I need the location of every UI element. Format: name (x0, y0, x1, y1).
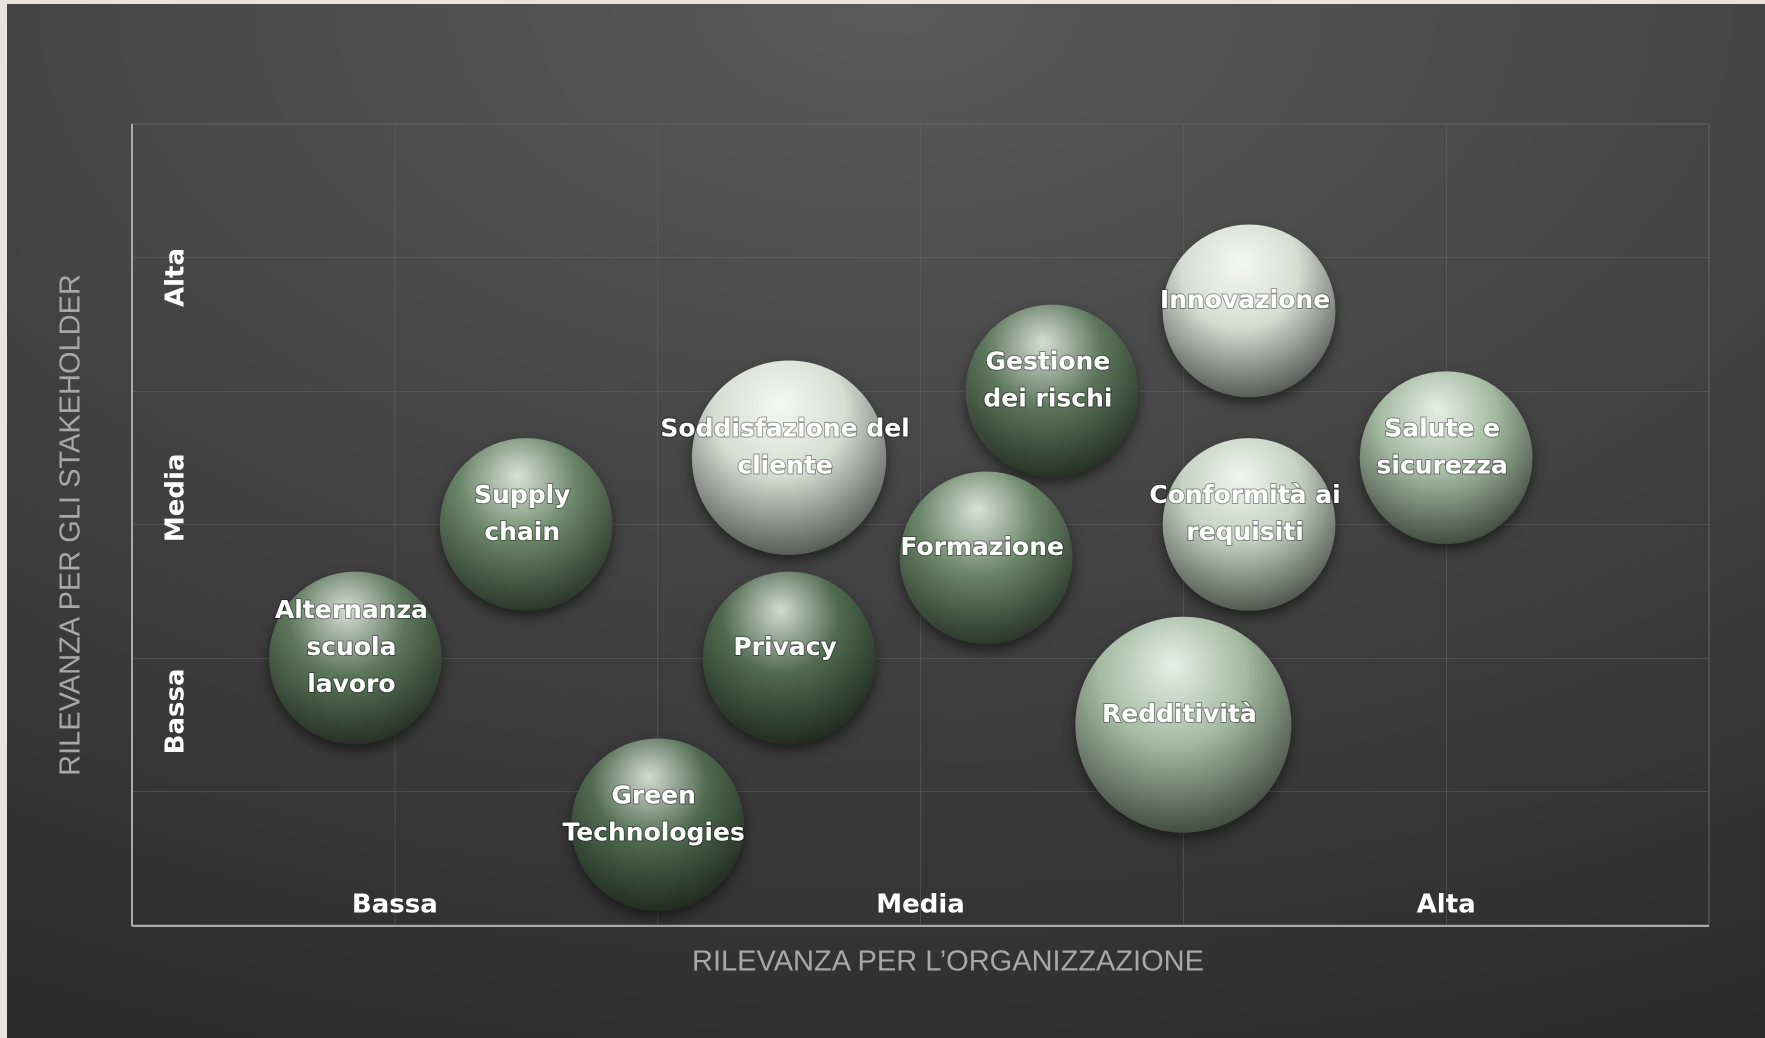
bubble-label: Supply (474, 480, 570, 509)
bubble (1162, 224, 1336, 398)
bubble (1359, 371, 1533, 545)
bubble (899, 471, 1073, 645)
bubble-label: Conformità ai (1149, 480, 1340, 509)
bubble (1075, 616, 1292, 833)
bubble-label: requisiti (1186, 517, 1304, 546)
bubble (439, 438, 613, 611)
bubble-label: Green (611, 780, 696, 809)
bubble-label: cliente (737, 450, 833, 479)
bubble-label: lavoro (307, 669, 395, 698)
y-tick-label: Alta (161, 248, 191, 307)
bubble-label: Formazione (900, 532, 1064, 561)
bubble-label: sicurezza (1377, 450, 1508, 479)
bubble (269, 571, 442, 745)
bubble-label: dei rischi (983, 384, 1112, 413)
x-axis-title: RILEVANZA PER L’ORGANIZZAZIONE (692, 946, 1204, 978)
bubble-label: Privacy (733, 632, 837, 661)
y-tick-label: Media (161, 454, 191, 543)
y-tick-label: Bassa (161, 668, 191, 754)
bubble (702, 571, 876, 745)
bubble (1162, 438, 1336, 611)
bubble-label: Innovazione (1160, 285, 1330, 314)
bubble-label: chain (484, 517, 560, 546)
x-tick-label: Media (876, 890, 965, 920)
bubble-label: Soddisfazione del (660, 413, 909, 442)
bubble (571, 738, 745, 912)
x-tick-label: Bassa (352, 890, 438, 920)
bubble-label: Alternanza (275, 595, 428, 624)
bubble (691, 360, 887, 555)
bubble (965, 304, 1139, 478)
bubble-label: scuola (306, 632, 396, 661)
x-tick-label: Alta (1417, 890, 1476, 920)
bubble-label: Gestione (986, 347, 1111, 376)
bubble-label: Technologies (563, 817, 745, 846)
bubble-label: Redditività (1102, 699, 1257, 728)
bubble-label: Salute e (1384, 413, 1500, 442)
y-axis-title: RILEVANZA PER GLI STAKEHOLDER (55, 274, 87, 776)
